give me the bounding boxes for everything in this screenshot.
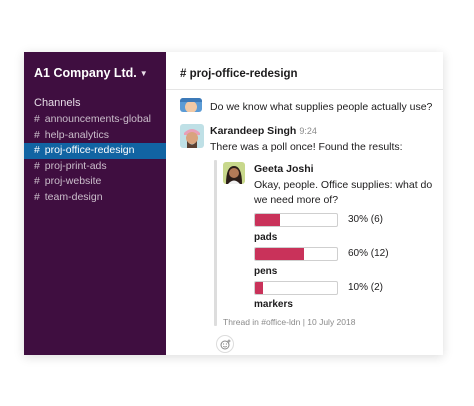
poll-bar-pads — [254, 213, 338, 227]
message-header: Karandeep Singh 9:24 — [210, 125, 317, 137]
shared-text-line-1: Okay, people. Office supplies: what do — [254, 179, 433, 191]
poll-result: 60% (12) — [348, 248, 389, 259]
thread-footer-link[interactable]: Thread in #office-ldn | 10 July 2018 — [223, 317, 356, 327]
chevron-down-icon: ▼ — [139, 68, 148, 78]
add-reaction-button[interactable] — [216, 335, 234, 353]
message-text: Do we know what supplies people actually… — [210, 101, 433, 113]
channel-item-announcements-global[interactable]: # announcements-global — [34, 113, 152, 125]
shared-author-name[interactable]: Geeta Joshi — [254, 163, 314, 175]
poll-option-label: pens — [254, 266, 278, 277]
shared-text-line-2: we need more of? — [254, 194, 339, 206]
attachment-quote-bar — [214, 160, 217, 326]
avatar[interactable] — [180, 124, 204, 148]
avatar[interactable] — [223, 162, 245, 184]
author-name[interactable]: Karandeep Singh — [210, 125, 297, 137]
channel-item-proj-office-redesign[interactable]: # proj-office-redesign — [24, 143, 166, 159]
channel-item-help-analytics[interactable]: # help-analytics — [34, 128, 109, 141]
sidebar: A1 Company Ltd. ▼ Channels # announcemen… — [24, 52, 166, 355]
channel-item-proj-print-ads[interactable]: # proj-print-ads — [34, 159, 107, 172]
poll-bar-pens — [254, 247, 338, 261]
channel-pane: # proj-office-redesign Do we know what s… — [166, 52, 443, 355]
message-text: There was a poll once! Found the results… — [210, 141, 403, 153]
poll-result: 10% (2) — [348, 282, 384, 293]
poll-bar-markers — [254, 281, 338, 295]
channel-title: # proj-office-redesign — [180, 68, 298, 80]
poll-bar-fill — [255, 282, 264, 294]
poll-option-label: pads — [254, 232, 278, 243]
poll-bar-fill — [255, 214, 280, 226]
channels-section-label[interactable]: Channels — [34, 97, 81, 109]
add-reaction-icon — [220, 339, 230, 349]
avatar[interactable] — [180, 98, 202, 112]
channel-list: # announcements-global # help-analytics … — [24, 112, 166, 205]
workspace-name: A1 Company Ltd. — [34, 66, 137, 80]
timestamp[interactable]: 9:24 — [299, 126, 317, 136]
workspace-switcher[interactable]: A1 Company Ltd. ▼ — [34, 66, 148, 80]
header-divider — [166, 89, 443, 90]
app-window: A1 Company Ltd. ▼ Channels # announcemen… — [24, 52, 443, 355]
poll-bar-fill — [255, 248, 305, 260]
poll-option-label: markers — [254, 299, 293, 310]
channel-item-team-design[interactable]: # team-design — [34, 190, 103, 203]
poll-result: 30% (6) — [348, 214, 384, 225]
channel-item-proj-website[interactable]: # proj-website — [34, 175, 102, 187]
